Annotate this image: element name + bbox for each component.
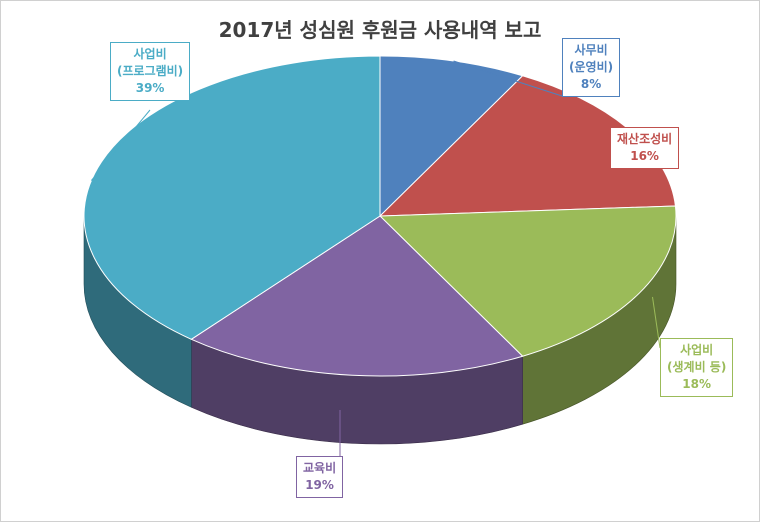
label-education: 교육비 19% — [296, 456, 344, 498]
label-education-pct: 19% — [305, 478, 334, 492]
leader-business — [652, 296, 661, 349]
label-business: 사업비 (생계비 등) 18% — [660, 338, 734, 397]
slice-program — [83, 55, 381, 340]
label-program-line2: (프로그램비) — [117, 64, 184, 78]
leader-lines — [90, 60, 661, 456]
label-business-pct: 18% — [682, 377, 712, 391]
label-office-line2: (운영비) — [569, 60, 614, 74]
label-office-pct: 8% — [580, 77, 602, 91]
label-education-line1: 교육비 — [303, 461, 337, 475]
label-property-line1: 재산조성비 — [617, 132, 673, 146]
label-program-line1: 사업비 — [133, 47, 167, 61]
slice-education — [190, 215, 524, 377]
label-property: 재산조성비 16% — [610, 127, 680, 169]
leader-program — [90, 109, 151, 181]
label-office: 사무비 (운영비) 8% — [562, 38, 621, 97]
label-program-pct: 39% — [135, 81, 165, 95]
slice-business — [378, 205, 677, 357]
label-property-pct: 16% — [630, 149, 659, 163]
label-business-line2: (생계비 등) — [667, 360, 727, 374]
label-office-line1: 사무비 — [574, 43, 608, 57]
pie-top — [83, 55, 677, 377]
label-program: 사업비 (프로그램비) 39% — [110, 42, 191, 101]
leader-office — [453, 60, 563, 97]
label-business-line1: 사업비 — [680, 343, 714, 357]
chart-title: 2017년 성심원 후원금 사용내역 보고 — [218, 18, 542, 42]
